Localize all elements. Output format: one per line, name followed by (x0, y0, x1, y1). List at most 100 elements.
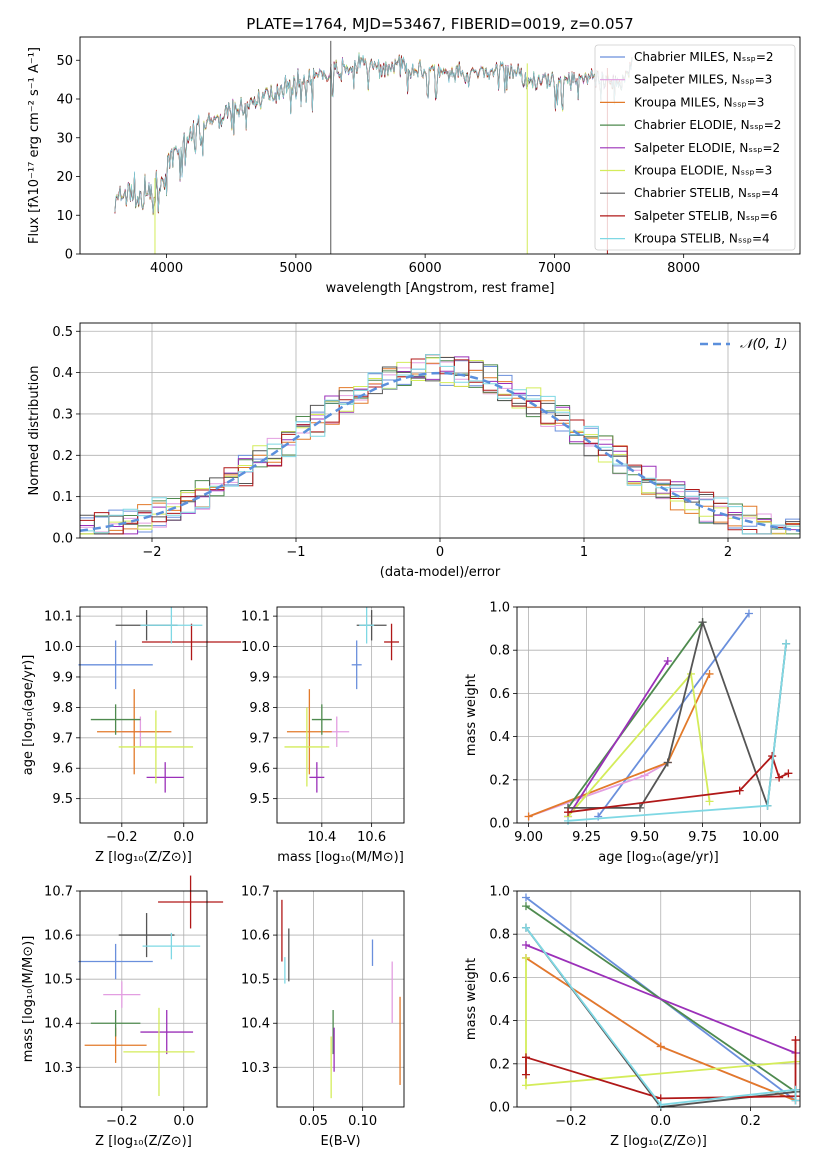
weight-marker-kroupa_stelib (521, 923, 530, 932)
chart-title: PLATE=1764, MJD=53467, FIBERID=0019, z=0… (246, 15, 633, 33)
y-tick-label: 10.4 (44, 1017, 73, 1032)
y-tick-label: 0.2 (489, 773, 510, 788)
axes-frame (79, 606, 208, 824)
legend-label: Chabrier ELODIE, Nₛₛₚ=2 (634, 118, 781, 132)
x-axis-label: (data-model)/error (380, 565, 501, 580)
weight-marker-chabrier_stelib (635, 803, 644, 812)
axes-mass_weight_vs_age (513, 606, 800, 827)
legend-label: Chabrier MILES, Nₛₛₚ=2 (634, 50, 774, 64)
x-tick-label: −0.2 (106, 1114, 138, 1129)
y-tick-label: 0.5 (52, 325, 73, 340)
weight-line-chabrier_elodie (567, 621, 704, 809)
y-tick-label: 9.9 (249, 670, 270, 685)
axes-mass_vs_ebv (273, 890, 404, 1111)
weight-line-salpeter_elodie (525, 944, 796, 1054)
axes-frame (79, 890, 208, 1108)
y-tick-label: 9.7 (249, 731, 270, 746)
y-tick-label: 10.1 (44, 610, 73, 625)
weight-marker-chabrier_stelib (698, 618, 707, 627)
weight-marker-kroupa_stelib (763, 801, 772, 810)
y-tick-label: 0.3 (52, 407, 73, 422)
x-tick-label: 9.75 (688, 830, 717, 845)
axes-frame (516, 890, 801, 1108)
legend-label: Kroupa STELIB, Nₛₛₚ=4 (634, 232, 770, 246)
y-tick-label: 0.4 (489, 730, 510, 745)
y-tick-label: 0.6 (489, 971, 510, 986)
x-tick-label: 2 (724, 545, 732, 560)
y-tick-label: 9.8 (52, 701, 73, 716)
y-axis-label: Normed distribution (27, 366, 42, 496)
x-tick-label: 10.6 (357, 830, 386, 845)
weight-marker-kroupa_elodie (521, 953, 530, 962)
weight-line-kroupa_stelib (567, 643, 787, 822)
y-tick-label: 0.2 (52, 449, 73, 464)
y-tick-label: 10.0 (241, 640, 270, 655)
y-tick-label: 10.7 (241, 885, 270, 900)
axes-frame (79, 322, 801, 539)
weight-line-chabrier_miles (597, 612, 750, 818)
x-axis-label: age [log₁₀(age/yr)] (598, 850, 719, 865)
y-tick-label: 9.8 (249, 701, 270, 716)
weight-marker-kroupa_stelib (656, 1100, 665, 1109)
y-tick-label: 0.0 (52, 532, 73, 547)
x-tick-label: −2 (142, 545, 161, 560)
x-axis-label: wavelength [Angstrom, rest frame] (326, 281, 555, 296)
y-axis-label: Flux [fλ10⁻¹⁷ erg cm⁻² s⁻¹ A⁻¹] (27, 47, 42, 244)
weight-marker-salpeter_stelib (521, 1053, 530, 1062)
y-tick-label: 0.1 (52, 490, 73, 505)
axes-frame (276, 606, 405, 824)
weight-marker-kroupa_miles (656, 1042, 665, 1051)
x-tick-label: 0.2 (740, 1114, 761, 1129)
weight-marker-kroupa_elodie (705, 797, 714, 806)
weight-marker-salpeter_stelib (791, 1036, 800, 1045)
weight-marker-salpeter_elodie (521, 941, 530, 949)
y-tick-label: 0.4 (52, 366, 73, 381)
x-tick-label: 0.0 (173, 1114, 194, 1129)
legend-label: Kroupa MILES, Nₛₛₚ=3 (634, 95, 764, 109)
y-tick-label: 0.2 (489, 1057, 510, 1072)
weight-marker-salpeter_stelib (521, 1070, 530, 1079)
axes-age_vs_mass (273, 607, 404, 827)
legend: Chabrier MILES, Nₛₛₚ=2 Salpeter MILES, Nₛ… (594, 44, 796, 251)
weight-marker-kroupa_miles (524, 812, 533, 821)
weight-marker-salpeter_miles (640, 771, 649, 780)
weight-line-kroupa_stelib (525, 927, 797, 1106)
weight-marker-kroupa_elodie (521, 1081, 530, 1090)
legend-label: Chabrier STELIB, Nₛₛₚ=4 (634, 186, 779, 200)
y-tick-label: 10.3 (44, 1061, 73, 1076)
y-axis-label: mass weight (464, 958, 479, 1040)
x-tick-label: 1 (580, 545, 588, 560)
y-tick-label: 9.5 (249, 792, 270, 807)
x-axis-label: Z [log₁₀(Z/Z⊙)] (610, 1134, 707, 1149)
x-tick-label: 9.00 (514, 830, 543, 845)
y-tick-label: 40 (56, 93, 73, 108)
weight-marker-salpeter_elodie (663, 657, 672, 665)
y-tick-label: 1.0 (489, 885, 510, 900)
axes-frame (516, 606, 801, 824)
y-tick-label: 9.9 (52, 670, 73, 685)
axes-spectrum (76, 59, 685, 258)
spectrum-line-kroupa_stelib (114, 53, 633, 214)
y-tick-label: 30 (56, 131, 73, 146)
weight-marker-chabrier_miles (744, 609, 753, 618)
y-axis-label: age [log₁₀(age/yr)] (21, 655, 36, 776)
axes-age_vs_z (76, 607, 207, 827)
y-tick-label: 9.6 (249, 762, 270, 777)
x-tick-label: 8000 (667, 261, 700, 276)
y-axis-label: mass [log₁₀(M/M⊙)] (21, 936, 36, 1063)
y-tick-label: 10.6 (44, 929, 73, 944)
x-tick-label: 10.00 (742, 830, 779, 845)
y-tick-label: 10.0 (44, 640, 73, 655)
x-tick-label: 0.0 (173, 830, 194, 845)
y-tick-label: 0 (65, 248, 73, 263)
y-tick-label: 10 (56, 209, 73, 224)
y-tick-label: 10.6 (241, 929, 270, 944)
y-tick-label: 9.7 (52, 731, 73, 746)
x-tick-label: 4000 (150, 261, 183, 276)
y-tick-label: 20 (56, 170, 73, 185)
x-tick-label: −0.2 (555, 1114, 587, 1129)
axes-residuals (76, 323, 800, 542)
x-tick-label: 0.10 (348, 1114, 377, 1129)
weight-marker-kroupa_stelib (791, 1085, 800, 1094)
